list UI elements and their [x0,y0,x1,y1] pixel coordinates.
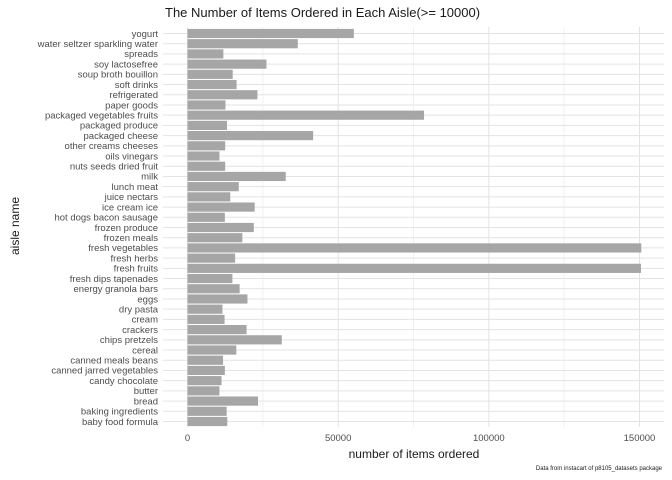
y-tick-label: baking ingredients [81,407,158,418]
y-tick-label: eggs [137,294,158,305]
bar [187,284,240,294]
bar [187,365,225,376]
y-tick-label: water seltzer sparkling water [37,39,158,50]
bar [187,406,227,416]
y-tick-label: fresh fruits [114,264,159,275]
bar [187,355,224,365]
y-tick-label: other creams cheeses [65,141,159,152]
bar [187,273,233,284]
bar [187,212,225,222]
bars [187,28,642,427]
bar [187,182,239,192]
y-tick-label: milk [141,172,158,183]
y-tick-label: cream [132,315,158,326]
y-tick-label: crackers [122,325,158,336]
bar [187,79,237,90]
y-tick-label: oils vinegars [105,151,158,162]
bar [187,161,226,171]
bar [187,131,314,141]
y-tick-label: bread [134,396,158,407]
y-tick-label: cereal [132,345,158,356]
bar [187,386,220,396]
y-tick-label: baby food formula [82,417,159,428]
caption: Data from instacart of p8105_datasets pa… [536,466,663,472]
y-tick-label: packaged cheese [84,131,158,142]
bar [187,120,227,130]
y-tick-label: soy lactosefree [94,59,158,70]
bar [187,192,231,202]
x-tick-label: 150000 [624,433,656,444]
y-tick-label: fresh herbs [110,253,158,264]
bar [187,376,222,386]
bar [187,141,226,151]
bar [187,49,224,59]
bar [187,314,225,324]
bar [187,253,236,263]
bar [187,416,228,427]
bar [187,335,282,345]
y-tick-label: canned jarred vegetables [51,366,158,377]
y-tick-label: soup broth bouillon [78,70,158,81]
bar [187,28,354,39]
y-tick-label: nuts seeds dried fruit [70,162,159,173]
y-tick-label: packaged produce [80,121,158,132]
y-tick-label: energy granola bars [74,284,159,295]
y-tick-label: hot dogs bacon sausage [54,213,158,224]
y-tick-label: refrigerated [109,90,158,101]
bar [187,202,255,212]
bar [187,233,243,243]
bar [187,294,248,304]
x-axis-title: number of items ordered [349,447,480,461]
y-tick-label: dry pasta [119,304,159,315]
y-axis-title: aisle name [8,197,22,255]
y-tick-label: canned meals beans [70,356,158,367]
x-tick-label: 0 [185,433,190,444]
y-tick-label: paper goods [105,100,158,111]
bar [187,325,247,335]
bar [187,171,286,182]
y-tick-label: soft drinks [115,80,159,91]
x-tick-labels: 0 50000 100000 150000 [185,433,656,444]
bar [187,100,226,110]
y-tick-label: chips pretzels [100,335,158,346]
bar [187,263,642,273]
y-tick-label: frozen produce [95,223,158,234]
y-tick-label: juice nectars [104,192,159,203]
y-tick-label: butter [134,386,158,397]
bar [187,222,254,233]
y-tick-label: lunch meat [112,182,159,193]
x-tick-label: 100000 [473,433,505,444]
bar [187,396,259,406]
bar [187,110,425,120]
bar [187,69,233,79]
y-tick-label: packaged vegetables fruits [45,110,158,121]
y-tick-label: fresh vegetables [88,243,158,254]
y-tick-label: yogurt [132,29,159,40]
y-tick-label: ice cream ice [102,202,158,213]
bar [187,151,220,161]
chart-title: The Number of Items Ordered in Each Aisl… [165,5,480,20]
y-tick-label: candy chocolate [89,376,158,387]
x-tick-label: 50000 [325,433,351,444]
y-tick-label: fresh dips tapenades [70,274,158,285]
bar [187,59,267,69]
bar [187,243,642,253]
bar [187,39,298,49]
bar [187,304,223,314]
bar [187,90,258,100]
bar [187,345,237,355]
y-tick-label: frozen meals [104,233,159,244]
y-tick-label: spreads [124,49,158,60]
